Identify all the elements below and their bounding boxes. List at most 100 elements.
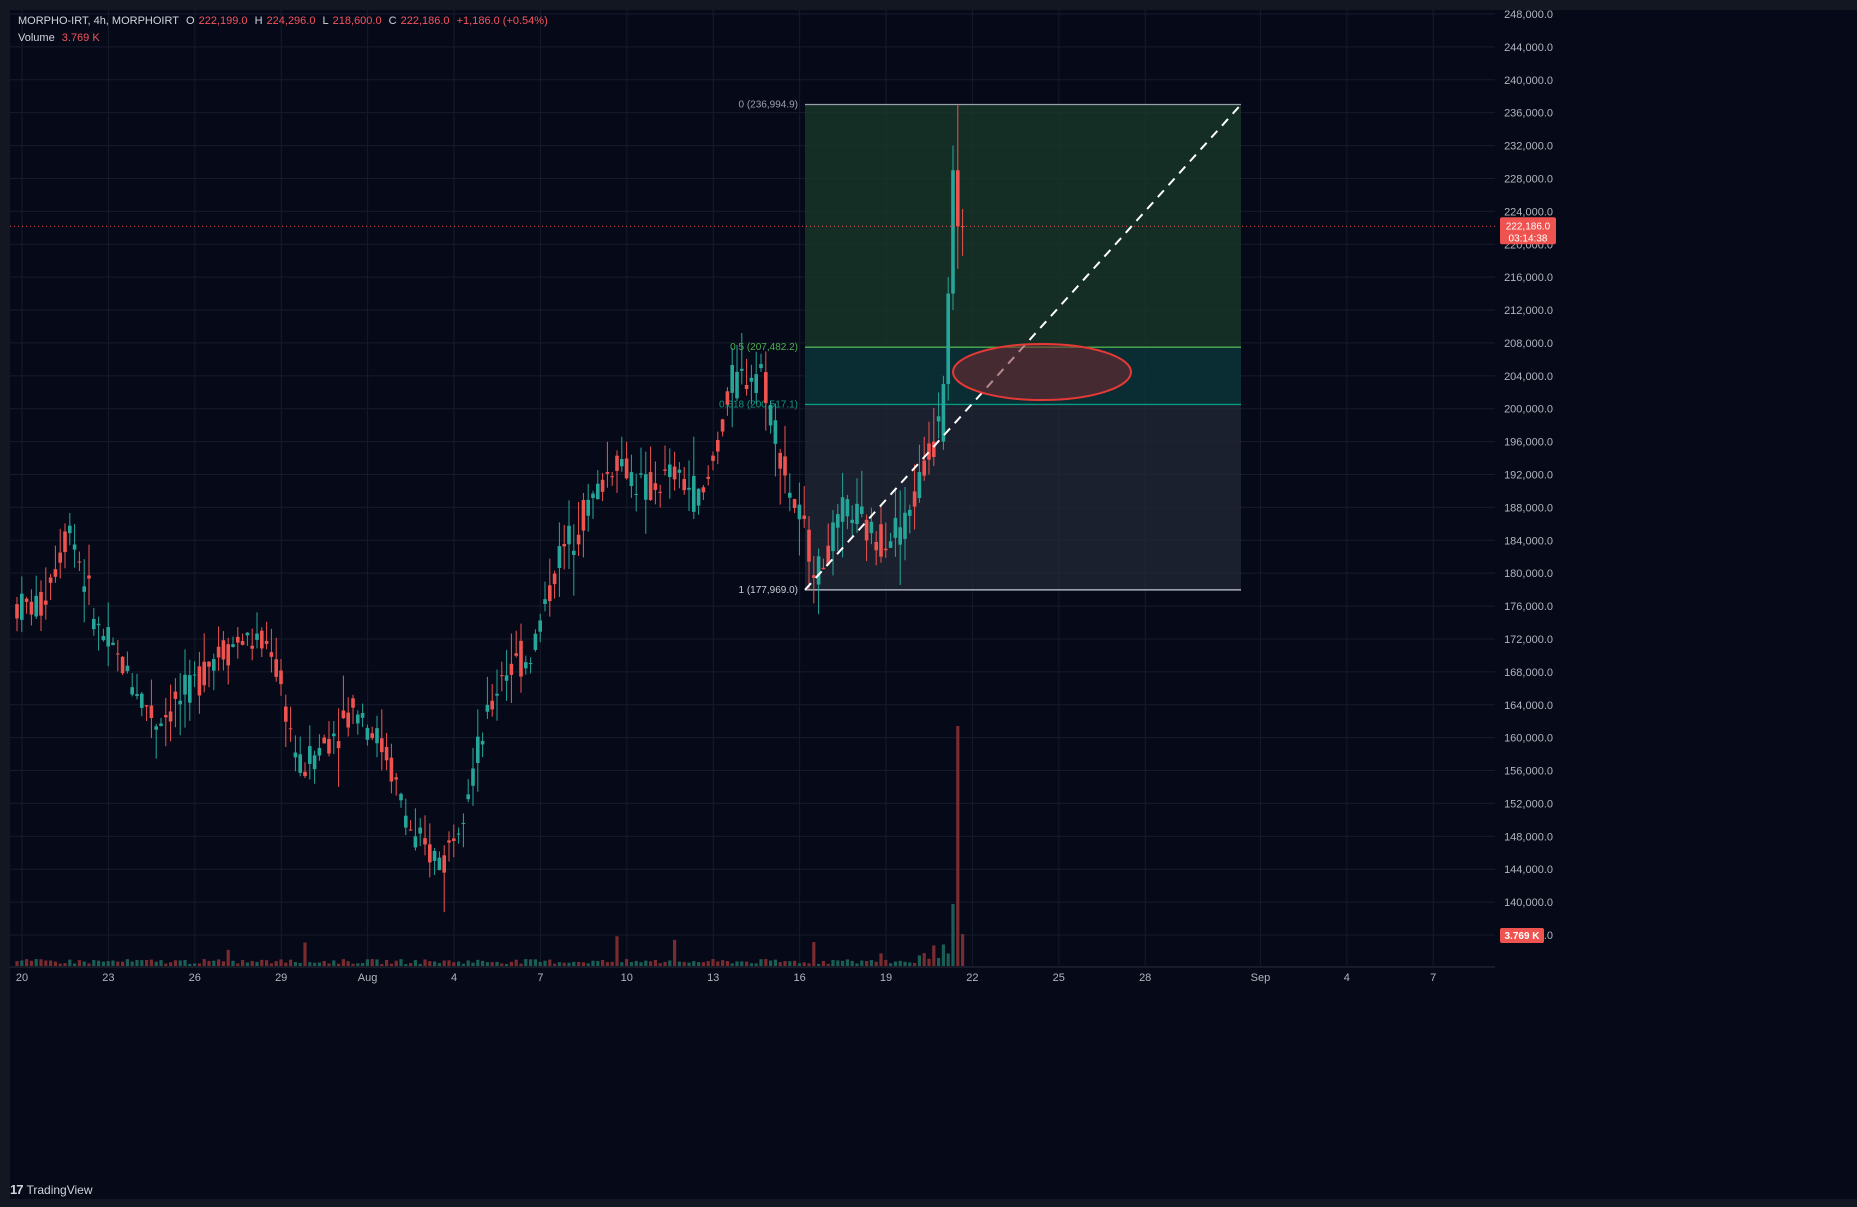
- volume-bar: [927, 958, 931, 966]
- volume-bar: [255, 961, 259, 966]
- candle-body: [533, 633, 538, 650]
- volume-bar: [437, 963, 441, 966]
- volume-bar: [202, 959, 206, 966]
- candle-body: [125, 665, 130, 672]
- fib-level-label: 0.5 (207,482.2): [730, 342, 798, 353]
- price-axis: 248,000.0 244,000.0 240,000.0 236,000.0 232,…: [1500, 9, 1556, 943]
- time-tick-label: 13: [707, 972, 719, 984]
- volume-bar: [169, 962, 173, 966]
- volume-bar: [548, 959, 552, 966]
- tradingview-logo[interactable]: 17 TradingView: [10, 1182, 93, 1197]
- candle-body: [202, 661, 206, 686]
- candle-body: [893, 517, 898, 538]
- candle-body: [303, 771, 307, 777]
- candle-body: [298, 754, 302, 773]
- volume-bar: [274, 961, 278, 966]
- candle-body: [274, 659, 278, 677]
- volume-bar: [778, 962, 782, 966]
- volume-bar: [605, 962, 609, 966]
- candle-body: [63, 531, 67, 553]
- time-tick-label: 23: [102, 972, 114, 984]
- volume-bar: [308, 962, 312, 966]
- candle-body: [116, 653, 120, 655]
- time-tick-label: 22: [966, 972, 978, 984]
- candle-body: [44, 600, 48, 605]
- volume-bar: [687, 962, 691, 966]
- volume-bar: [749, 963, 753, 966]
- volume-bar: [63, 963, 67, 966]
- volume-bar: [639, 962, 643, 966]
- volume-bar: [793, 960, 797, 966]
- candle-body: [418, 827, 422, 834]
- high-value: 224,296.0: [266, 15, 316, 27]
- candle-body: [92, 618, 96, 630]
- volume-bar: [149, 959, 153, 966]
- volume-legend[interactable]: Volume 3.769 K: [18, 32, 104, 44]
- volume-bar: [178, 960, 182, 966]
- volume-bar: [817, 963, 821, 966]
- candle-body: [39, 592, 43, 616]
- volume-bar: [716, 961, 720, 966]
- volume-bar: [298, 963, 302, 966]
- volume-bar: [740, 961, 744, 966]
- volume-bar: [557, 962, 561, 966]
- volume-bar: [692, 961, 696, 966]
- candle-body: [936, 416, 941, 422]
- volume-bar: [620, 962, 624, 966]
- candle-body: [293, 752, 298, 758]
- volume-bar: [476, 959, 480, 966]
- candle-body: [653, 483, 658, 490]
- candle-body: [192, 674, 197, 676]
- candle-body: [317, 748, 322, 756]
- candle-body: [365, 727, 370, 740]
- volume-bar: [538, 961, 542, 966]
- candle-body: [912, 491, 917, 507]
- volume-bar: [101, 961, 105, 966]
- volume-bar: [409, 963, 413, 966]
- volume-bar: [754, 963, 758, 966]
- candle-body: [432, 850, 437, 861]
- candle-body: [668, 464, 672, 478]
- volume-bar: [269, 963, 273, 966]
- candle-body: [720, 419, 725, 432]
- time-tick-label: 29: [275, 972, 287, 984]
- volume-bar: [365, 959, 369, 966]
- price-tick-label: 160,000.0: [1504, 733, 1553, 745]
- volume-bar: [644, 960, 648, 966]
- fib-retracement[interactable]: 0 (236,994.9) 0.5 (207,482.2) 0.618 (200,5…: [719, 99, 1241, 596]
- candle-body: [629, 472, 634, 487]
- volume-bar: [452, 962, 456, 966]
- price-tick-label: 156,000.0: [1504, 766, 1553, 778]
- candle-body: [730, 365, 734, 393]
- candle-body: [327, 738, 331, 754]
- symbol-legend[interactable]: MORPHO-IRT, 4h, MORPHOIRT O 222,199.0 H 22…: [18, 15, 552, 27]
- candle-body: [591, 493, 595, 499]
- volume-bar: [658, 963, 662, 966]
- price-tick-label: 144,000.0: [1504, 864, 1553, 876]
- volume-bar: [653, 959, 657, 966]
- volume-bar: [130, 961, 134, 966]
- volume-bar: [226, 949, 230, 966]
- volume-bar: [341, 959, 345, 966]
- volume-bar: [572, 961, 576, 966]
- price-tick-label: 244,000.0: [1504, 42, 1553, 54]
- candle-body: [538, 620, 542, 632]
- candle-body: [826, 545, 830, 565]
- volume-bar: [922, 953, 926, 966]
- price-tick-label: 192,000.0: [1504, 470, 1553, 482]
- volume-bar: [850, 960, 854, 966]
- volume-bar: [577, 961, 581, 966]
- candle-body: [759, 364, 763, 369]
- volume-bar: [317, 962, 321, 966]
- volume-bar: [207, 960, 211, 966]
- candle-body: [692, 475, 696, 512]
- candle-body: [768, 404, 773, 426]
- candle-body: [855, 503, 859, 525]
- candle-body: [663, 469, 667, 471]
- candle-body: [888, 541, 893, 548]
- volume-bar: [73, 963, 77, 966]
- volume-bar: [418, 963, 422, 966]
- volume-bar: [841, 960, 845, 966]
- candle-body: [284, 706, 288, 722]
